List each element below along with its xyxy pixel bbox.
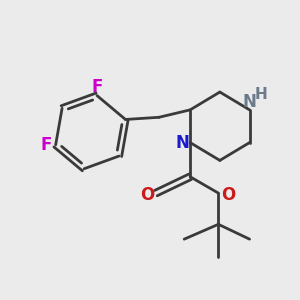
Text: F: F: [40, 136, 52, 154]
Text: O: O: [140, 186, 154, 204]
Text: F: F: [91, 78, 103, 96]
Text: N: N: [175, 134, 189, 152]
Text: H: H: [254, 87, 267, 102]
Text: O: O: [221, 186, 235, 204]
Text: N: N: [243, 93, 256, 111]
